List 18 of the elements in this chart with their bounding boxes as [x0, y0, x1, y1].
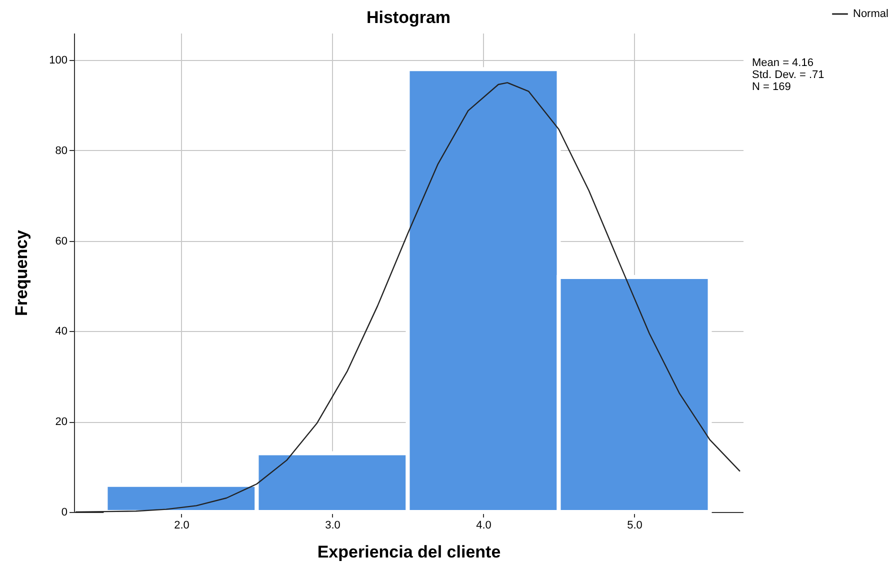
x-tick-label: 5.0: [627, 520, 642, 532]
x-axis-title: Experiencia del cliente: [317, 542, 501, 562]
y-tick-label: 80: [55, 144, 68, 157]
y-tick-label: 20: [55, 416, 68, 428]
text: Mean = 4.16: [752, 57, 814, 69]
line-series: [74, 82, 741, 513]
y-tick-label: 0: [61, 506, 68, 518]
chart-title: Histogram: [366, 8, 451, 27]
legend-label: Normal: [853, 8, 888, 20]
x-tick-label: 3.0: [325, 520, 340, 532]
y-tick-label: 100: [49, 54, 68, 67]
y-tick-label: 60: [55, 235, 68, 248]
text: Std. Dev. = .71: [752, 69, 824, 81]
text: N = 169: [752, 81, 791, 93]
y-axis-title: Frequency: [12, 229, 32, 316]
x-tick-label: 4.0: [476, 520, 492, 532]
y-tick-label: 40: [55, 326, 68, 338]
x-tick-label: 2.0: [174, 520, 190, 532]
